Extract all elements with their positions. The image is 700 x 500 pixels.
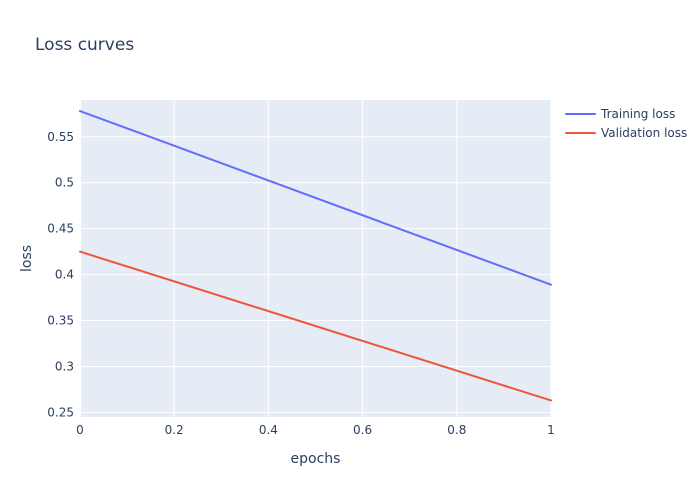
- plot-area: [80, 100, 551, 417]
- y-axis-ticks: 0.25 0.3 0.35 0.4 0.45 0.5 0.55: [47, 130, 74, 420]
- chart-title: Loss curves: [35, 35, 134, 55]
- y-tick-label: 0.25: [47, 405, 74, 419]
- x-tick-label: 0.8: [447, 423, 466, 437]
- x-tick-label: 1: [547, 423, 555, 437]
- series-line-2: [79, 250, 552, 402]
- x-tick-label: 0.6: [353, 423, 372, 437]
- y-tick-label: 0.45: [47, 222, 74, 236]
- grid-lines: [79, 100, 552, 417]
- series-line-1: [79, 110, 552, 286]
- y-tick-label: 0.55: [47, 130, 74, 144]
- legend-item-2: Validation loss: [565, 126, 687, 140]
- y-tick-label: 0.4: [55, 268, 74, 282]
- x-tick-label: 0: [76, 423, 84, 437]
- legend: Training loss Validation loss: [565, 107, 687, 140]
- y-tick-label: 0.5: [55, 176, 74, 190]
- y-tick-label: 0.35: [47, 314, 74, 328]
- series-lines: [79, 110, 552, 402]
- x-tick-label: 0.4: [259, 423, 278, 437]
- x-axis-ticks: 0 0.2 0.4 0.6 0.8 1: [76, 423, 555, 437]
- x-tick-label: 0.2: [165, 423, 184, 437]
- y-tick-label: 0.3: [55, 359, 74, 373]
- legend-label: Training loss: [600, 107, 675, 121]
- legend-label: Validation loss: [601, 126, 687, 140]
- legend-item-1: Training loss: [565, 107, 675, 121]
- y-axis-title: loss: [19, 245, 35, 272]
- x-axis-title: epochs: [291, 451, 341, 467]
